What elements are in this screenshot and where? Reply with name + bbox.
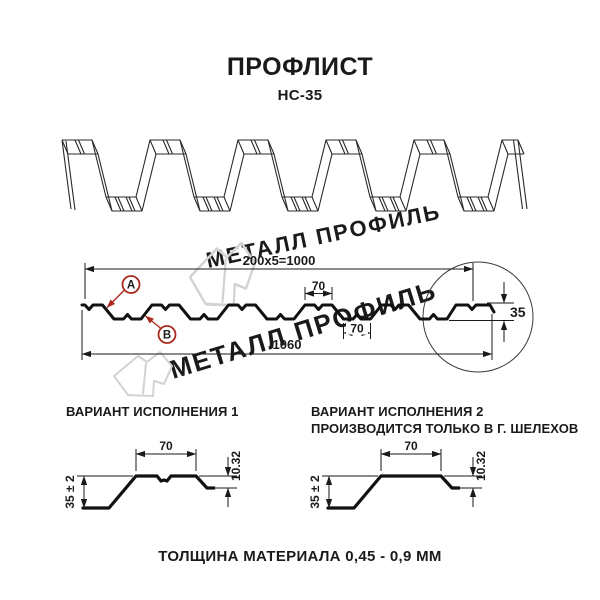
variant2-profile <box>326 474 461 510</box>
marker-b-label: В <box>163 330 171 342</box>
marker-b-circle <box>157 325 177 344</box>
sheet-3d-view <box>61 139 528 212</box>
v2-height-label: 35 ± 2 <box>308 475 322 509</box>
marker-a-label: А <box>127 280 135 292</box>
variant2-subheading: ПРОИЗВОДИТСЯ ТОЛЬКО В Г. ШЕЛЕХОВ <box>311 421 579 436</box>
variant2-detail: 70 10.32 35 ± 2 <box>308 439 488 510</box>
v1-lip-label: 10.32 <box>229 451 243 481</box>
variant1-heading: ВАРИАНТ ИСПОЛНЕНИЯ 1 <box>66 404 239 419</box>
page-title: ПРОФЛИСТ <box>226 53 374 81</box>
watermark-layer: МЕТАЛЛ ПРОФИЛЬ МЕТАЛЛ ПРОФИЛЬ <box>113 199 443 397</box>
sheet-front-edge <box>68 153 524 212</box>
cross-section: 200x5=1000 1060 70 70 35 А <box>80 253 534 373</box>
material-thickness-caption: ТОЛЩИНА МАТЕРИАЛА 0,45 - 0,9 ММ <box>158 548 442 565</box>
v1-height-label: 35 ± 2 <box>63 475 77 509</box>
brand-watermark-text: МЕТАЛЛ ПРОФИЛЬ <box>204 199 443 273</box>
sheet-crest-grooves <box>74 139 438 155</box>
sheet-valley-grooves <box>114 196 488 212</box>
marker-a-leader <box>106 289 125 308</box>
extension-lines <box>449 302 514 321</box>
dim-overall-label: 1060 <box>273 337 302 352</box>
dim-valley-label: 70 <box>350 322 364 336</box>
dim-crest-label: 70 <box>312 279 326 293</box>
dim-height-label: 35 <box>510 304 526 320</box>
sheet-back-edge <box>62 139 518 198</box>
dim-module-label: 200x5=1000 <box>243 253 316 268</box>
profile-outline <box>80 303 496 321</box>
marker-b: В <box>145 315 177 344</box>
marker-a: А <box>106 275 141 308</box>
v2-flange-label: 70 <box>404 439 418 453</box>
mp-logo-watermark-icon <box>113 351 173 397</box>
marker-b-leader <box>145 315 162 330</box>
brand-watermark-text: МЕТАЛЛ ПРОФИЛЬ <box>166 275 440 385</box>
marker-a-circle <box>121 275 141 294</box>
v1-flange-label: 70 <box>159 439 173 453</box>
label-backplate <box>346 321 368 335</box>
variant2-heading: ВАРИАНТ ИСПОЛНЕНИЯ 2 <box>311 404 484 419</box>
sheet-fold-lines <box>61 139 525 212</box>
profile-model-name: НС-35 <box>277 87 323 104</box>
detail-circle <box>422 261 534 373</box>
sheet-cut-edges <box>61 139 528 211</box>
variant1-detail: 70 10.32 35 ± 2 <box>63 439 243 510</box>
v2-lip-label: 10.32 <box>474 451 488 481</box>
variant1-profile <box>81 474 216 510</box>
